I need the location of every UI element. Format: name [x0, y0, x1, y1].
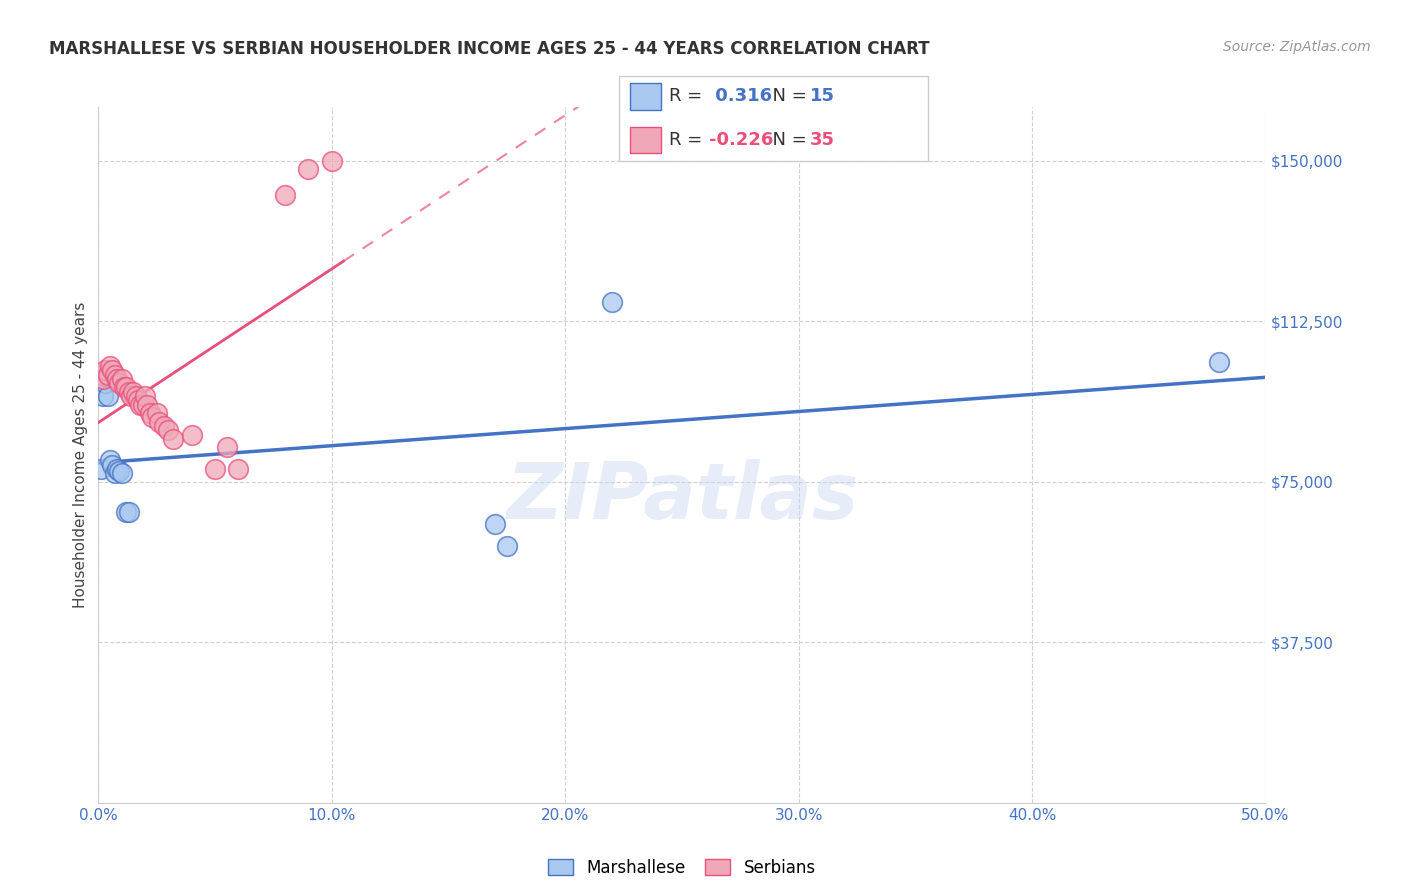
Point	[215, 441, 238, 455]
Point	[496, 539, 519, 553]
Point	[1208, 355, 1230, 369]
Point	[91, 372, 114, 386]
Point	[120, 389, 142, 403]
Point	[105, 372, 128, 386]
Point	[148, 415, 170, 429]
Point	[180, 427, 202, 442]
Point	[321, 153, 343, 168]
Point	[91, 389, 114, 403]
Point	[108, 376, 131, 391]
Point	[139, 406, 162, 420]
Text: N =: N =	[761, 131, 813, 149]
Point	[90, 368, 112, 382]
Text: -0.226: -0.226	[709, 131, 773, 149]
Point	[129, 398, 152, 412]
Text: 0.316: 0.316	[709, 87, 772, 105]
Point	[152, 419, 174, 434]
Point	[125, 389, 148, 403]
Point	[98, 359, 121, 373]
Point	[157, 423, 180, 437]
Text: Source: ZipAtlas.com: Source: ZipAtlas.com	[1223, 40, 1371, 54]
Point	[141, 410, 163, 425]
Point	[94, 363, 117, 377]
Text: R =: R =	[669, 131, 709, 149]
Text: 35: 35	[810, 131, 835, 149]
Y-axis label: Householder Income Ages 25 - 44 years: Householder Income Ages 25 - 44 years	[73, 301, 89, 608]
Text: ZIPatlas: ZIPatlas	[506, 458, 858, 534]
Text: N =: N =	[761, 87, 813, 105]
Point	[162, 432, 184, 446]
Point	[118, 384, 141, 399]
Point	[115, 505, 138, 519]
Point	[122, 384, 145, 399]
Point	[228, 462, 250, 476]
Text: 15: 15	[810, 87, 835, 105]
Point	[118, 505, 141, 519]
Point	[90, 462, 112, 476]
Legend: Marshallese, Serbians: Marshallese, Serbians	[540, 850, 824, 885]
Point	[98, 453, 121, 467]
Point	[132, 398, 155, 412]
Point	[484, 517, 506, 532]
Point	[112, 380, 135, 394]
Point	[111, 372, 134, 386]
Point	[104, 368, 127, 382]
Point	[297, 162, 319, 177]
Point	[101, 458, 124, 472]
Point	[108, 464, 131, 478]
Point	[97, 389, 120, 403]
Point	[136, 398, 159, 412]
Text: R =: R =	[669, 87, 709, 105]
Point	[105, 462, 128, 476]
Text: MARSHALLESE VS SERBIAN HOUSEHOLDER INCOME AGES 25 - 44 YEARS CORRELATION CHART: MARSHALLESE VS SERBIAN HOUSEHOLDER INCOM…	[49, 40, 929, 58]
Point	[94, 376, 117, 391]
Point	[97, 368, 120, 382]
Point	[600, 294, 623, 309]
Point	[146, 406, 169, 420]
Point	[204, 462, 226, 476]
Point	[111, 466, 134, 480]
Point	[274, 187, 297, 202]
Point	[134, 389, 156, 403]
Point	[101, 363, 124, 377]
Point	[127, 393, 149, 408]
Point	[115, 380, 138, 394]
Point	[104, 466, 127, 480]
